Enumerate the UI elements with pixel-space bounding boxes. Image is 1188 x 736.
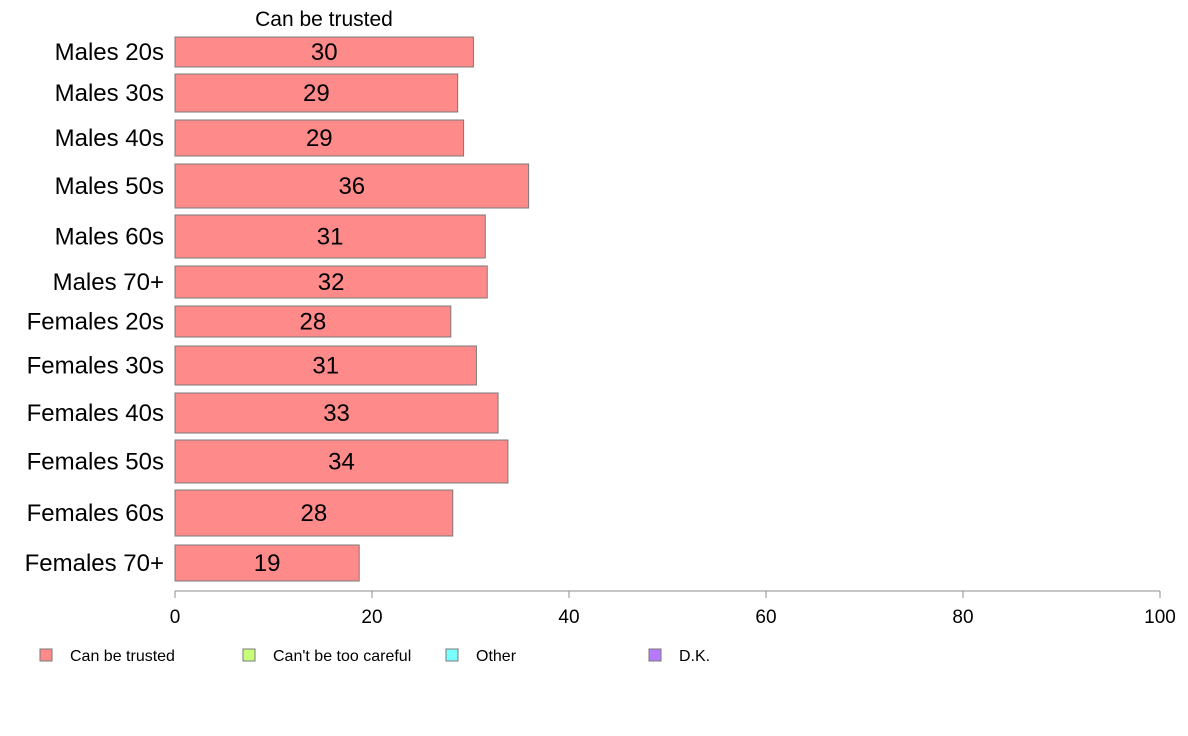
bar-value-label: 29 <box>303 80 330 107</box>
bar <box>174 439 509 484</box>
bar <box>174 214 486 259</box>
category-label: Males 50s <box>55 173 164 200</box>
bar-value-label: 32 <box>318 269 345 296</box>
category-label: Males 70+ <box>53 269 164 296</box>
bar-value-label: 36 <box>338 173 365 200</box>
category-label: Females 40s <box>27 400 164 427</box>
x-axis: 0 20 40 60 80 100 <box>170 590 1176 628</box>
bar-value-label: 28 <box>300 309 327 336</box>
legend-label: Can't be too careful <box>273 648 411 665</box>
legend-label: D.K. <box>679 648 710 665</box>
bar <box>174 392 499 434</box>
category-label: Females 60s <box>27 500 164 527</box>
x-tick-label: 40 <box>558 607 579 628</box>
bar <box>174 544 360 582</box>
bar <box>174 265 488 299</box>
category-label: Males 20s <box>55 39 164 66</box>
x-tick-label: 80 <box>952 607 973 628</box>
bar <box>174 119 465 157</box>
legend-label: Can be trusted <box>70 648 175 665</box>
bars-group: Males 20s 30 Males 30s 29 Males 40s 29 Males 5… <box>25 36 530 582</box>
category-label: Males 30s <box>55 80 164 107</box>
category-label: Males 40s <box>55 125 164 152</box>
bar-value-label: 31 <box>312 353 339 380</box>
bar-value-label: 19 <box>254 550 281 577</box>
bar-value-label: 31 <box>317 224 344 251</box>
category-label: Females 50s <box>27 449 164 476</box>
category-label: Females 30s <box>27 353 164 380</box>
column-header: Can be trusted <box>255 8 393 31</box>
legend-swatch <box>242 648 256 662</box>
bar <box>174 489 454 537</box>
bar-value-label: 33 <box>323 400 350 427</box>
bar <box>174 163 530 209</box>
legend: Can be trusted Can't be too careful Other D… <box>39 648 710 665</box>
bar <box>174 345 477 386</box>
x-tick-label: 100 <box>1144 607 1176 628</box>
legend-swatch <box>445 648 459 662</box>
category-label: Females 20s <box>27 309 164 336</box>
bar <box>174 36 474 68</box>
legend-swatch <box>39 648 53 662</box>
bar-value-label: 30 <box>311 39 338 66</box>
legend-swatch <box>648 648 662 662</box>
x-tick-label: 0 <box>170 607 181 628</box>
bar <box>174 305 452 338</box>
x-tick-label: 60 <box>755 607 776 628</box>
category-label: Females 70+ <box>25 550 164 577</box>
x-tick-label: 20 <box>361 607 382 628</box>
category-label: Males 60s <box>55 224 164 251</box>
legend-label: Other <box>476 648 517 665</box>
bar <box>174 73 459 113</box>
bar-value-label: 34 <box>328 449 355 476</box>
bar-value-label: 28 <box>301 500 328 527</box>
bar-value-label: 29 <box>306 125 333 152</box>
